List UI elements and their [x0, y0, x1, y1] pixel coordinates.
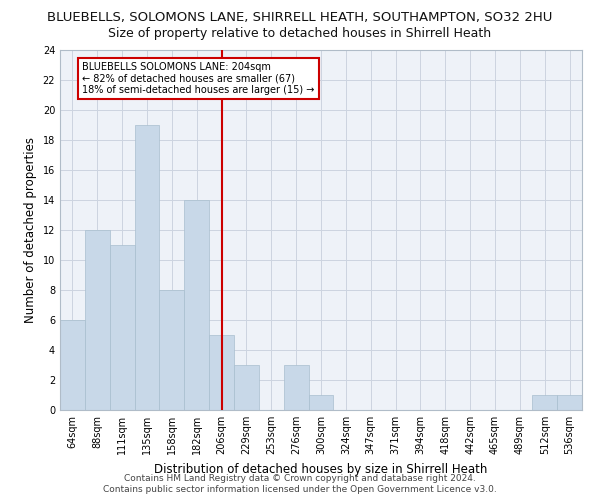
- Bar: [160, 290, 184, 410]
- Bar: [557, 395, 582, 410]
- Bar: [532, 395, 557, 410]
- X-axis label: Distribution of detached houses by size in Shirrell Heath: Distribution of detached houses by size …: [154, 462, 488, 475]
- Bar: [85, 230, 110, 410]
- Bar: [308, 395, 334, 410]
- Bar: [134, 125, 160, 410]
- Bar: [234, 365, 259, 410]
- Text: Size of property relative to detached houses in Shirrell Heath: Size of property relative to detached ho…: [109, 28, 491, 40]
- Y-axis label: Number of detached properties: Number of detached properties: [24, 137, 37, 323]
- Bar: [209, 335, 234, 410]
- Text: BLUEBELLS, SOLOMONS LANE, SHIRRELL HEATH, SOUTHAMPTON, SO32 2HU: BLUEBELLS, SOLOMONS LANE, SHIRRELL HEATH…: [47, 11, 553, 24]
- Text: Contains HM Land Registry data © Crown copyright and database right 2024.
Contai: Contains HM Land Registry data © Crown c…: [103, 474, 497, 494]
- Bar: [184, 200, 209, 410]
- Bar: [284, 365, 308, 410]
- Bar: [110, 245, 134, 410]
- Bar: [60, 320, 85, 410]
- Text: BLUEBELLS SOLOMONS LANE: 204sqm
← 82% of detached houses are smaller (67)
18% of: BLUEBELLS SOLOMONS LANE: 204sqm ← 82% of…: [82, 62, 315, 95]
